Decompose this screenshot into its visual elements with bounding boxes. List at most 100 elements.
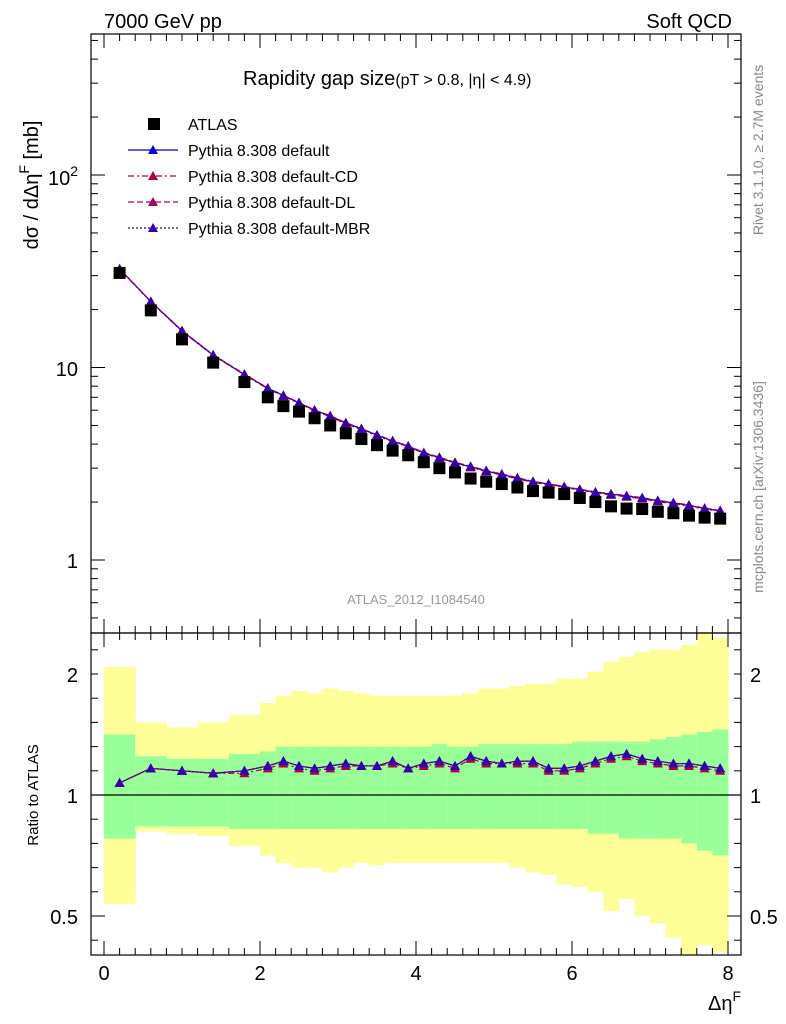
ratio-marker-3 xyxy=(574,760,585,770)
data-point xyxy=(636,503,649,516)
chart-subtitle: (pT > 0.8, |η| < 4.9) xyxy=(395,72,531,89)
series-marker-3 xyxy=(434,452,445,462)
series-marker-3 xyxy=(590,487,601,497)
series-marker-3 xyxy=(574,484,585,494)
legend-marker xyxy=(148,223,158,232)
series-marker-3 xyxy=(668,497,679,507)
ratio-marker-3 xyxy=(356,760,367,770)
inner-band-bin xyxy=(681,734,698,844)
ratio-tick-left-0.5: 0.5 xyxy=(50,907,78,929)
chart-title: Rapidity gap size(pT > 0.8, |η| < 4.9) xyxy=(243,68,531,90)
inner-band-bin xyxy=(696,732,713,851)
ratio-tick-left-2: 2 xyxy=(67,665,78,687)
legend-marker xyxy=(148,145,158,154)
data-point xyxy=(589,496,602,509)
ratio-marker-3 xyxy=(177,765,187,775)
inner-band-bin xyxy=(447,746,464,829)
legend-label: Pythia 8.308 default-MBR xyxy=(188,221,370,238)
series-marker-3 xyxy=(403,441,414,451)
inner-band-bin xyxy=(400,746,417,829)
series-marker-3 xyxy=(450,457,460,467)
inner-band-bin xyxy=(353,746,370,829)
data-point xyxy=(386,444,399,457)
series-marker-3 xyxy=(496,469,507,479)
series-marker-3 xyxy=(684,500,694,510)
data-point xyxy=(449,466,461,479)
data-point xyxy=(683,509,695,522)
inner-band-bin xyxy=(665,736,682,839)
ratio-marker-3 xyxy=(309,763,320,773)
ratio-marker-3 xyxy=(590,756,601,766)
ratio-marker-3 xyxy=(668,758,679,768)
rivet-label: Rivet 3.1.10, ≥ 2.7M events xyxy=(750,65,766,235)
series-marker-3 xyxy=(387,436,398,446)
ratio-marker-3 xyxy=(387,756,398,766)
data-point xyxy=(308,412,321,425)
ratio-marker-3 xyxy=(418,758,429,768)
data-point xyxy=(355,433,368,446)
y-tick-label-1: 1 xyxy=(67,551,78,573)
ratio-marker-3 xyxy=(340,758,351,768)
ratio-marker-3 xyxy=(652,756,663,766)
series-marker-3 xyxy=(606,489,616,499)
data-point xyxy=(620,502,633,515)
ratio-tick-right-1: 1 xyxy=(750,786,761,808)
series-marker-3 xyxy=(465,461,476,471)
inner-band-bin xyxy=(587,741,604,834)
inner-band-bin xyxy=(338,746,355,829)
header-right: Soft QCD xyxy=(646,11,732,33)
legend-marker xyxy=(148,197,158,206)
ratio-tick-right-0.5: 0.5 xyxy=(750,907,778,929)
inner-band-bin xyxy=(416,746,433,829)
inner-band-bin xyxy=(291,746,308,829)
ratio-marker-3 xyxy=(559,763,570,773)
data-point xyxy=(176,333,188,346)
inner-band-bin xyxy=(603,741,620,834)
data-point xyxy=(238,376,251,389)
ratio-marker-3 xyxy=(372,760,382,770)
series-marker-3 xyxy=(340,417,351,427)
data-point xyxy=(511,481,524,494)
inner-band-bin xyxy=(634,741,651,839)
ratio-marker-3 xyxy=(606,751,616,761)
ratio-marker-3 xyxy=(496,758,507,768)
inner-band-bin xyxy=(369,746,386,829)
ratio-axis-label: Ratio to ATLAS xyxy=(25,744,42,845)
y-axis-label: dσ / dΔηF [mb] xyxy=(16,121,43,250)
ratio-marker-3 xyxy=(621,748,632,758)
inner-band-bin xyxy=(712,729,729,856)
ratio-marker-3 xyxy=(208,768,219,778)
series-marker-3 xyxy=(262,383,273,393)
data-point xyxy=(433,462,446,475)
series-marker-3 xyxy=(145,296,156,306)
mcplots-label: mcplots.cern.ch [arXiv:1306.3436] xyxy=(750,381,766,593)
inner-band-bin xyxy=(494,744,511,829)
ratio-marker-3 xyxy=(543,763,554,773)
data-point xyxy=(698,511,711,524)
series-marker-3 xyxy=(278,390,289,400)
x-tick-label-8: 8 xyxy=(722,963,733,985)
series-line-3 xyxy=(119,268,721,512)
legend-label: ATLAS xyxy=(188,117,238,134)
data-point xyxy=(573,491,586,504)
x-tick-label-6: 6 xyxy=(566,963,577,985)
data-point xyxy=(417,456,430,469)
ratio-bands xyxy=(91,633,741,955)
series-marker-3 xyxy=(543,479,554,489)
ratio-marker-3 xyxy=(434,756,445,766)
series-line-1 xyxy=(119,268,721,512)
ratio-marker-3 xyxy=(465,751,476,761)
legend-entry-1: Pythia 8.308 default-CD xyxy=(128,169,358,186)
legend-entry-2: Pythia 8.308 default-DL xyxy=(128,195,355,212)
data-point xyxy=(293,405,305,418)
series-marker-3 xyxy=(652,495,663,505)
data-point xyxy=(464,472,477,485)
series-marker-3 xyxy=(512,473,523,483)
data-point xyxy=(605,500,617,513)
data-point xyxy=(113,266,126,279)
data-point xyxy=(339,427,352,440)
legend-label: Pythia 8.308 default-DL xyxy=(188,195,355,212)
data-points xyxy=(113,266,727,525)
series-marker-3 xyxy=(481,465,492,475)
x-axis-label: ΔηF xyxy=(708,988,741,1015)
